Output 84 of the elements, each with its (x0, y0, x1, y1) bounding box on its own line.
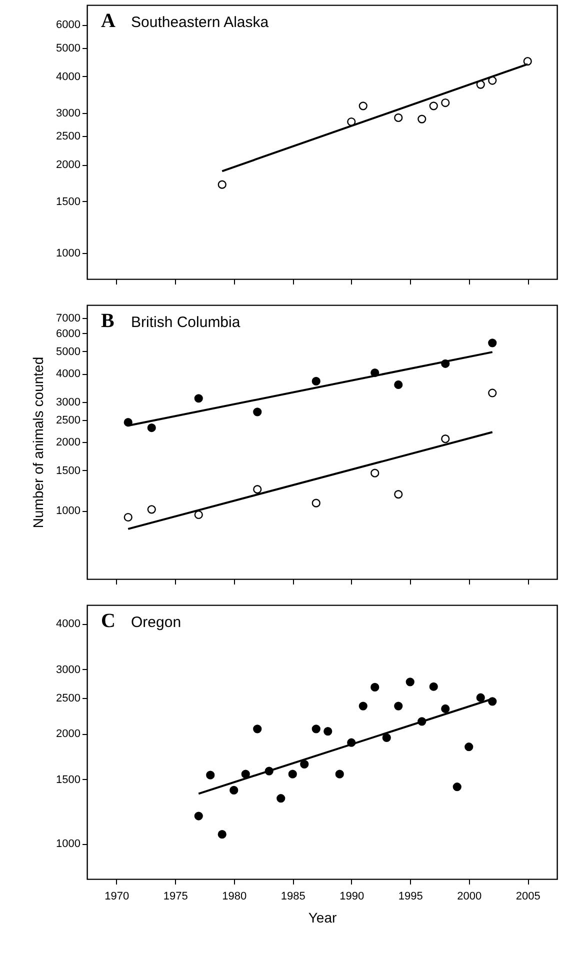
y-tick-label: 2500 (56, 414, 80, 426)
y-tick-label: 5000 (56, 42, 80, 54)
point (312, 376, 320, 386)
y-tick-label: 7000 (56, 312, 80, 325)
y-tick-label: 2000 (56, 159, 80, 172)
point (370, 468, 380, 478)
y-tick-label: 1000 (56, 247, 80, 260)
y-tick-label: 2500 (56, 692, 80, 705)
point (394, 113, 403, 122)
point (276, 794, 286, 803)
y-tick-label: 6000 (56, 328, 80, 340)
point (194, 510, 203, 520)
point (124, 512, 132, 522)
y-axis-title: Number of animals counted (30, 356, 46, 528)
x-tick-label: 1970 (104, 890, 130, 902)
point (218, 180, 226, 189)
y-tick-label: 2000 (56, 728, 80, 740)
point (488, 388, 497, 398)
point (464, 742, 474, 752)
y-tick-label: 4000 (56, 70, 80, 83)
point (394, 490, 403, 499)
point (324, 726, 332, 736)
x-tick-label: 1990 (340, 890, 364, 902)
chart-title: B (101, 310, 114, 332)
point (441, 704, 450, 714)
x-tick-label: 1980 (222, 890, 247, 902)
y-tick-label: 1500 (56, 464, 80, 477)
point (441, 434, 450, 444)
y-tick-label: 1500 (56, 196, 80, 208)
point (288, 770, 297, 778)
point (347, 117, 356, 126)
point (394, 702, 403, 710)
point (418, 114, 426, 124)
y-tick-label: 3000 (56, 107, 80, 120)
y-tick-label: 3000 (56, 396, 80, 408)
y-tick-label: 4000 (56, 368, 80, 380)
point (523, 56, 532, 66)
point (382, 733, 391, 742)
point (429, 102, 438, 110)
point (241, 770, 250, 778)
point (312, 498, 320, 508)
point (253, 408, 262, 416)
point (406, 678, 414, 686)
text: Southeastern Alaska (131, 14, 270, 31)
x-tick-label: 1975 (163, 890, 188, 902)
point (218, 830, 226, 839)
x-tick-label: 1995 (398, 890, 423, 902)
y-tick-label: 5000 (56, 346, 80, 358)
point (312, 724, 320, 734)
text: British Columbia (131, 314, 241, 331)
point (476, 693, 485, 702)
point (358, 102, 368, 110)
chart-title: C (101, 610, 116, 632)
point (370, 682, 380, 692)
point (147, 423, 156, 432)
point (194, 394, 203, 403)
point (206, 770, 215, 780)
point (300, 760, 309, 768)
x-axis-title: Year (308, 910, 337, 926)
y-tick-label: 4000 (56, 618, 80, 630)
x-tick-label: 2005 (516, 890, 540, 902)
point (253, 724, 262, 734)
y-tick-label: 2500 (56, 130, 80, 143)
point (230, 786, 238, 795)
y-tick-label: 1500 (56, 774, 80, 786)
point (147, 505, 156, 514)
y-tick-label: 6000 (56, 19, 80, 32)
y-tick-label: 1000 (56, 505, 80, 517)
point (394, 380, 403, 390)
y-tick-label: 2000 (56, 436, 80, 448)
point (358, 702, 368, 710)
y-tick-label: 1000 (56, 838, 80, 850)
chart-title: A (101, 10, 116, 32)
point (452, 782, 462, 792)
point (441, 98, 450, 108)
point (429, 682, 438, 691)
point (488, 338, 497, 348)
point (335, 770, 344, 778)
x-tick-label: 1985 (280, 890, 306, 902)
x-tick-label: 2000 (457, 890, 482, 902)
point (253, 485, 262, 494)
y-tick-label: 3000 (56, 664, 80, 676)
point (194, 812, 203, 820)
text: Oregon (131, 614, 182, 631)
